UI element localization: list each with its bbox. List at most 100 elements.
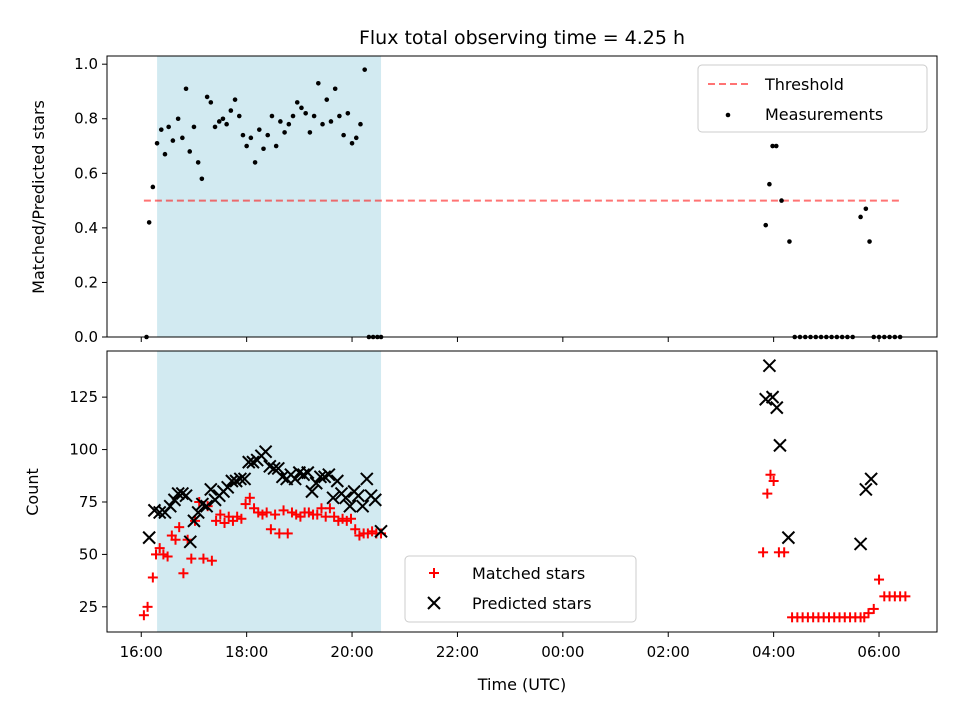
predicted-star-point — [246, 455, 260, 469]
legend-matched-label: Matched stars — [472, 564, 585, 583]
y-tick-label: 50 — [79, 545, 98, 563]
measurement-point — [224, 121, 229, 127]
measurement-point — [299, 105, 304, 111]
predicted-star-point — [305, 484, 319, 499]
predicted-star-point — [275, 470, 290, 484]
measurement-point — [170, 138, 176, 143]
measurement-point — [332, 86, 338, 92]
predicted-star-point — [853, 537, 868, 551]
ratio-legend-box — [697, 64, 928, 133]
matched-star-point — [170, 534, 181, 545]
measurement-point — [240, 132, 246, 138]
measurement-point — [199, 176, 205, 182]
matched-star-point — [320, 511, 331, 522]
measurement-point — [358, 121, 363, 127]
matched-star-point — [324, 503, 335, 514]
count-points — [138, 358, 911, 623]
matched-star-point — [215, 509, 226, 520]
x-tick-label: 16:00 — [120, 643, 163, 661]
measurement-point — [191, 124, 197, 130]
measurement-point — [154, 141, 160, 146]
measurement-point — [175, 116, 181, 122]
predicted-star-point — [322, 468, 336, 482]
matched-star-point — [316, 503, 327, 514]
measurement-point — [307, 130, 313, 135]
measurement-point — [252, 160, 258, 165]
measurement-point — [146, 220, 152, 225]
measurement-point — [320, 121, 325, 127]
y-tick-label: 0.6 — [74, 164, 98, 182]
matched-star-point — [274, 528, 285, 539]
matched-star-point — [278, 505, 289, 516]
predicted-star-point — [167, 493, 182, 507]
measurement-point — [290, 113, 296, 119]
measurement-point — [261, 146, 266, 152]
measurement-point — [166, 124, 171, 130]
y-tick-label: 75 — [79, 493, 98, 511]
predicted-star-point — [179, 488, 193, 503]
predicted-star-point — [229, 474, 243, 488]
predicted-star-point — [258, 444, 273, 459]
matched-star-point — [142, 601, 153, 612]
measurement-point — [353, 135, 359, 141]
measurement-point — [273, 143, 279, 149]
predicted-star-point — [368, 493, 382, 507]
count-panel: 16:00 18:00 20:00 22:00 00:00 02:00 04:00 06:00… — [23, 350, 938, 694]
measurement-point — [337, 113, 342, 119]
measurement-point — [162, 151, 168, 157]
count-y-axis-label: Count — [23, 468, 42, 516]
predicted-star-point — [225, 474, 239, 488]
measurement-point — [150, 184, 156, 190]
measurement-point — [158, 127, 164, 132]
predicted-star-point — [343, 499, 357, 513]
measurement-point — [286, 121, 292, 127]
matched-star-point — [768, 476, 779, 487]
matched-star-point — [863, 608, 874, 619]
matched-star-point — [147, 572, 158, 583]
measurement-point — [208, 100, 214, 105]
measurement-point — [220, 116, 226, 122]
predicted-star-point — [360, 472, 374, 486]
measurement-point — [773, 143, 779, 149]
predicted-star-point — [204, 482, 218, 497]
predicted-star-point — [313, 470, 328, 484]
predicted-star-point — [183, 535, 197, 549]
matched-star-point — [162, 551, 173, 562]
ratio-panel-frame — [106, 55, 938, 338]
matched-star-point — [265, 524, 276, 535]
y-tick-label: 1.0 — [74, 55, 98, 73]
measurement-point — [770, 143, 775, 149]
matched-star-point — [198, 553, 209, 564]
measurement-point — [328, 119, 334, 124]
chart-title: Flux total observing time = 4.25 h — [359, 27, 685, 49]
legend-predicted-label: Predicted stars — [472, 594, 592, 613]
x-tick-label: 02:00 — [647, 643, 690, 661]
matched-star-point — [270, 509, 281, 520]
ratio-panel: 0.0 0.2 0.4 0.6 0.8 1.0 Matched/Predicted sta… — [29, 55, 938, 346]
predicted-star-point — [152, 505, 167, 520]
measurement-point — [216, 119, 222, 124]
predicted-star-point — [237, 472, 252, 486]
measurement-point — [316, 80, 321, 86]
matched-star-point — [206, 555, 217, 566]
measurement-point — [248, 135, 254, 141]
matched-star-point — [211, 515, 222, 526]
measurement-point — [294, 100, 300, 105]
predicted-star-point — [199, 499, 214, 513]
predicted-star-point — [163, 499, 177, 513]
measurement-point — [187, 149, 193, 154]
predicted-star-point — [859, 482, 873, 497]
measurement-point — [787, 239, 792, 244]
measurement-point — [341, 132, 346, 138]
matched-star-point — [765, 469, 776, 480]
matched-star-point — [261, 507, 272, 518]
measurement-point — [282, 130, 287, 135]
measurement-point — [269, 113, 275, 119]
measurement-point — [763, 222, 769, 228]
predicted-star-point — [330, 474, 344, 488]
legend-measurements-label: Measurements — [765, 105, 883, 124]
predicted-star-point — [142, 530, 156, 545]
predicted-star-point — [301, 465, 315, 480]
predicted-star-point — [296, 468, 311, 482]
matched-star-point — [779, 547, 790, 558]
